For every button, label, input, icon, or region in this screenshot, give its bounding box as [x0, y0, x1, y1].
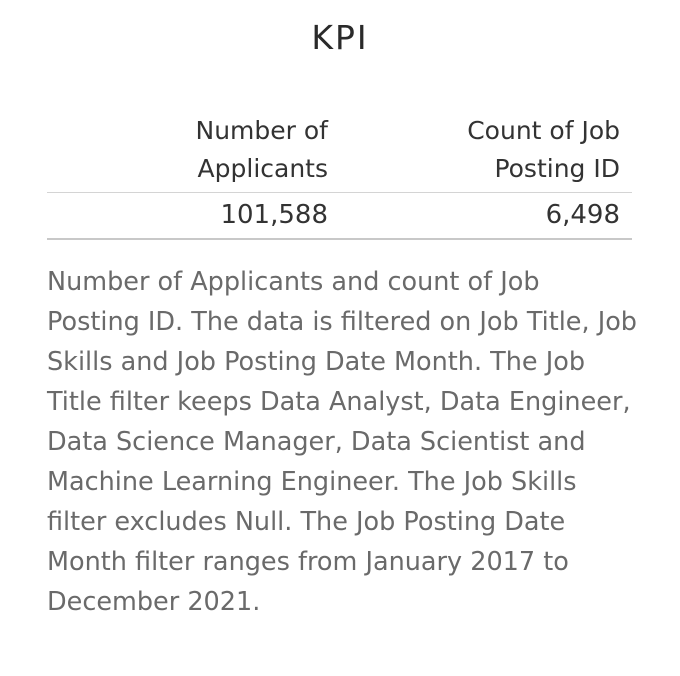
- page-title: KPI: [311, 18, 369, 57]
- column-header-number-of-applicants[interactable]: Number of Applicants: [195, 116, 328, 183]
- cell-count-of-job-posting-id[interactable]: 6,498: [545, 200, 620, 230]
- table-bottom-divider: [47, 238, 632, 240]
- cell-number-of-applicants[interactable]: 101,588: [220, 200, 328, 230]
- column-header-count-of-job-posting-id[interactable]: Count of Job Posting ID: [467, 116, 620, 183]
- kpi-description: Number of Applicants and count of Job Po…: [47, 267, 637, 617]
- header-divider: [47, 192, 632, 193]
- kpi-table: Number of Applicants Count of Job Postin…: [47, 112, 632, 240]
